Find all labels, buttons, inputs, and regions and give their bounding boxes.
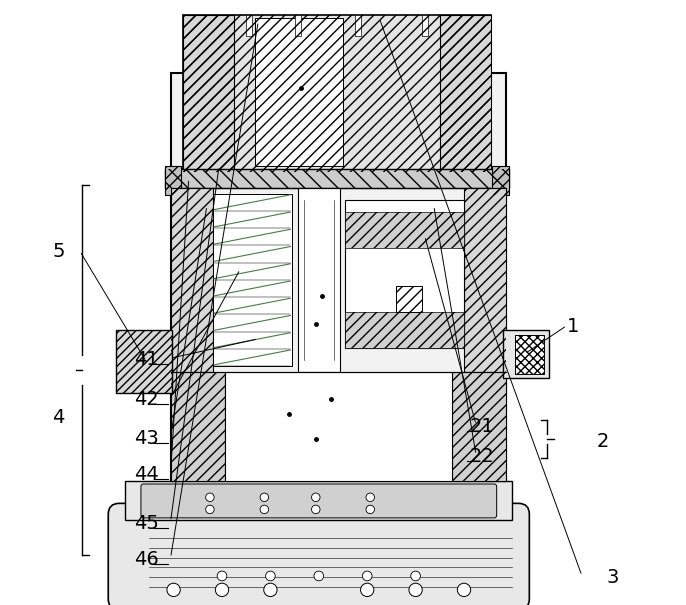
Circle shape [409, 583, 423, 597]
Bar [246, 15, 252, 36]
Bar [171, 372, 225, 481]
Bar [165, 169, 510, 188]
FancyBboxPatch shape [141, 484, 497, 518]
Text: 2: 2 [597, 432, 609, 451]
Bar [515, 335, 545, 374]
Bar [504, 330, 549, 378]
Text: 3: 3 [606, 568, 618, 587]
Bar [397, 286, 422, 312]
Bar [440, 15, 491, 172]
Text: 21: 21 [470, 417, 495, 436]
Bar [493, 166, 510, 195]
Circle shape [260, 505, 269, 514]
Circle shape [314, 571, 324, 581]
Bar [294, 15, 300, 36]
Circle shape [458, 583, 471, 597]
Bar [171, 188, 213, 372]
Bar [422, 15, 427, 36]
Bar [345, 212, 464, 248]
Bar [355, 15, 361, 36]
Circle shape [206, 493, 214, 502]
Text: 43: 43 [134, 429, 158, 448]
Bar [116, 330, 172, 393]
Circle shape [311, 505, 320, 514]
Text: 46: 46 [134, 550, 158, 569]
Circle shape [311, 493, 320, 502]
Circle shape [217, 571, 227, 581]
FancyBboxPatch shape [108, 503, 530, 605]
Bar [171, 372, 225, 481]
Circle shape [263, 583, 277, 597]
Bar [464, 188, 506, 372]
Bar [182, 15, 234, 172]
Bar [345, 312, 464, 348]
Circle shape [167, 583, 180, 597]
Bar [165, 166, 182, 195]
Text: 5: 5 [52, 241, 65, 261]
Circle shape [366, 493, 375, 502]
Bar [464, 188, 506, 372]
Bar [225, 372, 452, 481]
Bar [397, 286, 422, 312]
Bar [182, 15, 491, 172]
Text: 45: 45 [134, 514, 159, 533]
Bar [493, 166, 510, 195]
Bar [126, 481, 512, 520]
Bar [452, 372, 506, 481]
Bar [345, 312, 464, 348]
Bar [171, 188, 213, 372]
Text: 42: 42 [134, 390, 158, 409]
Text: 4: 4 [52, 408, 65, 427]
Bar [255, 18, 343, 166]
Circle shape [366, 505, 375, 514]
Text: 44: 44 [134, 465, 158, 485]
Bar [182, 15, 234, 172]
Bar [440, 15, 491, 172]
Bar [345, 200, 464, 348]
Circle shape [361, 583, 374, 597]
Circle shape [265, 571, 275, 581]
Circle shape [206, 505, 214, 514]
Bar [452, 372, 506, 481]
Circle shape [362, 571, 372, 581]
Bar [116, 330, 172, 393]
Bar [515, 335, 545, 374]
Text: 41: 41 [134, 350, 158, 370]
Bar [171, 73, 506, 481]
Circle shape [260, 493, 269, 502]
Bar [298, 188, 340, 372]
Bar [345, 212, 464, 248]
Text: 22: 22 [470, 447, 495, 466]
Bar [213, 194, 292, 366]
Circle shape [215, 583, 228, 597]
Bar [182, 15, 491, 172]
Bar [165, 169, 510, 188]
Circle shape [411, 571, 421, 581]
Text: 1: 1 [567, 317, 579, 336]
Bar [165, 166, 182, 195]
